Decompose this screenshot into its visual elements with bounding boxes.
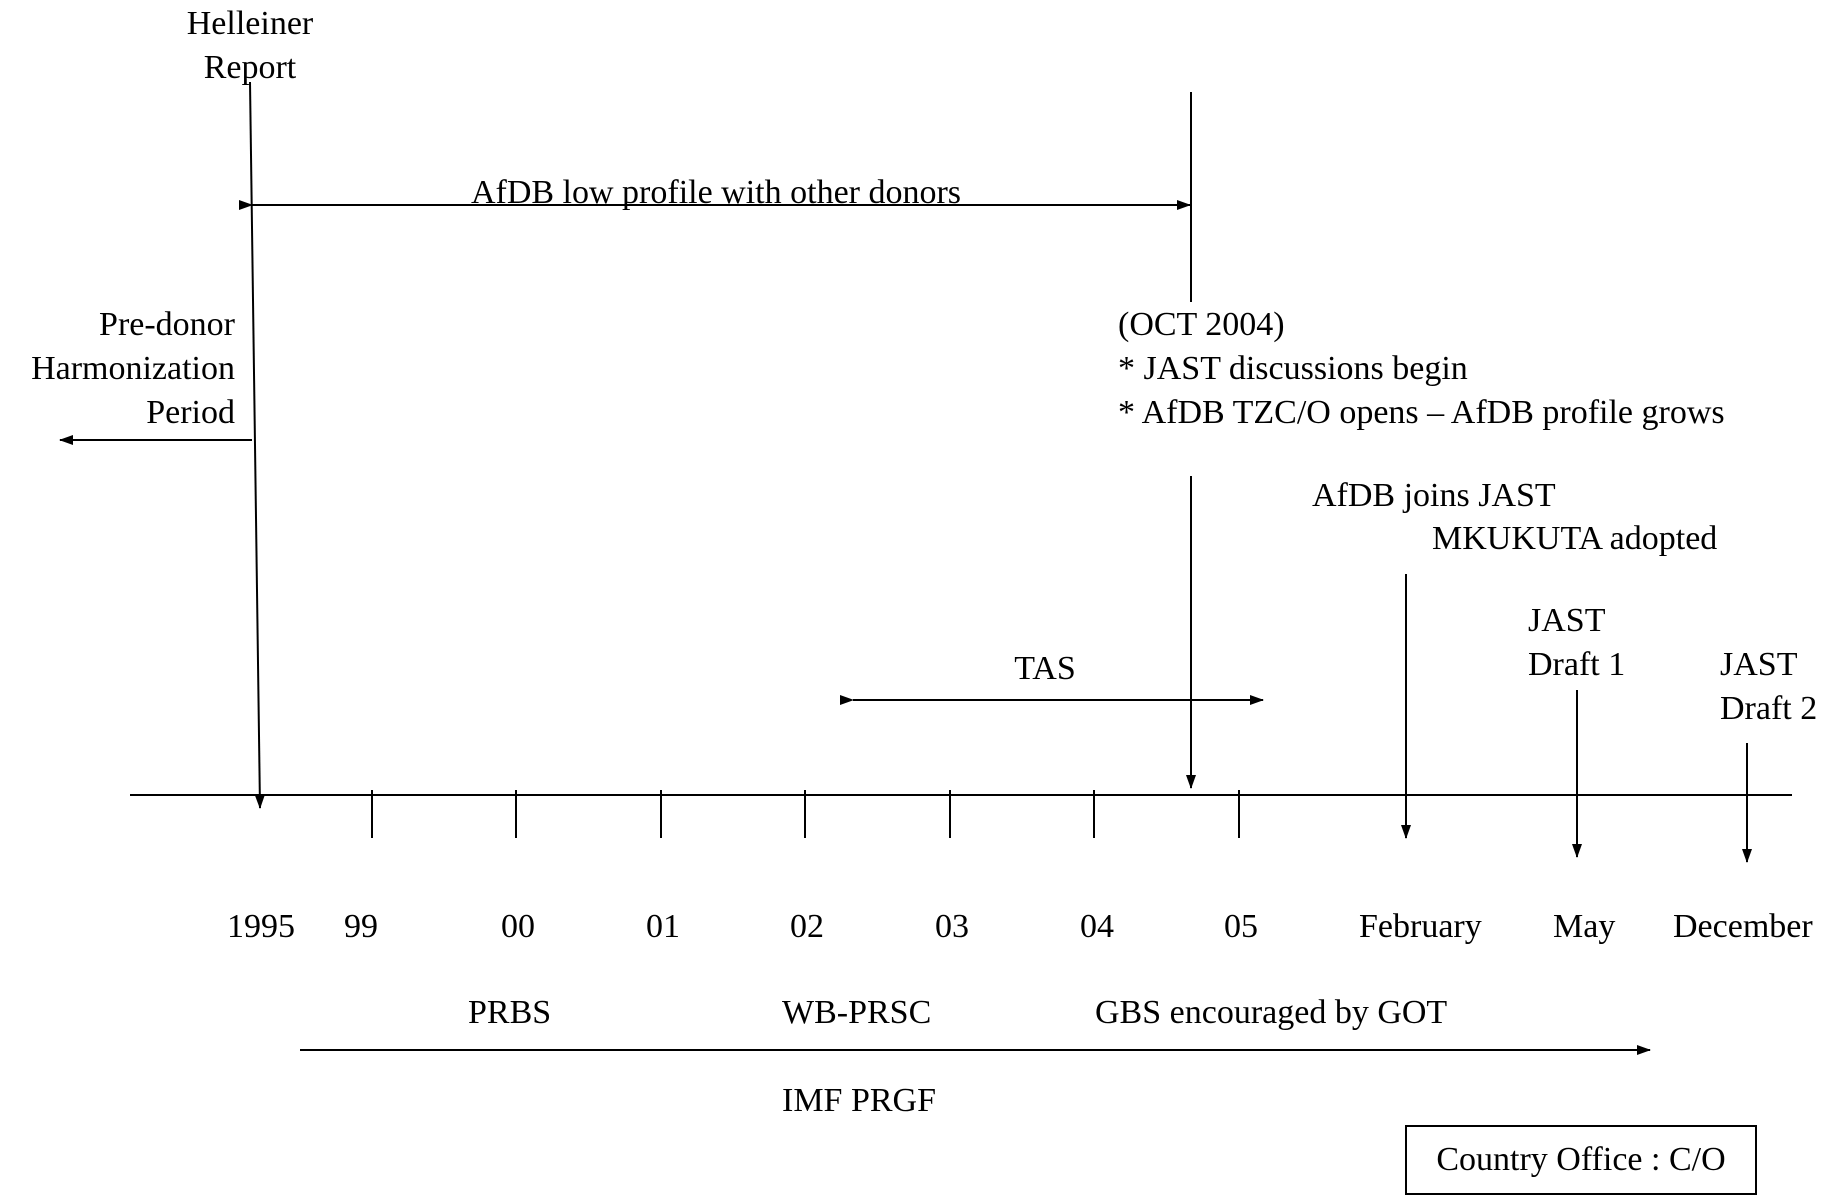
prbs-label: PRBS (468, 994, 552, 1031)
tick-label: 1995 (227, 908, 295, 945)
tas-label: TAS (1014, 650, 1076, 687)
oct-2004-item: * AfDB TZC/O opens – AfDB profile grows (1118, 394, 1725, 431)
tick-label: 03 (935, 908, 969, 945)
tick-label: 99 (344, 908, 378, 945)
imf-label: IMF PRGF (782, 1082, 937, 1119)
helleiner-label: Helleiner Report (186, 5, 314, 86)
legend-box: Country Office : C/O (1405, 1125, 1757, 1195)
tick-label: 05 (1224, 908, 1258, 945)
helleiner-arrow (249, 81, 265, 809)
mkukuta-label: MKUKUTA adopted (1432, 520, 1718, 557)
wb-prsc-label: WB-PRSC (782, 994, 932, 1031)
gbs-label: GBS encouraged by GOT (1095, 994, 1448, 1031)
draft2-label: JAST Draft 2 (1720, 646, 1818, 727)
afdb-joins-label: AfDB joins JAST (1312, 477, 1556, 514)
low-profile-label: AfDB low profile with other donors (470, 174, 962, 211)
tick-label: 01 (646, 908, 680, 945)
oct-2004-title: (OCT 2004) (1118, 306, 1285, 343)
oct-2004-block: (OCT 2004) * JAST discussions begin * Af… (1118, 303, 1725, 435)
tick-label: May (1553, 908, 1616, 945)
oct-2004-item: * JAST discussions begin (1118, 350, 1468, 387)
tick-label: 02 (790, 908, 824, 945)
tick-label: December (1673, 908, 1813, 945)
tick-label: 00 (501, 908, 535, 945)
draft1-label: JAST Draft 1 (1528, 602, 1626, 683)
tick-label: February (1359, 908, 1482, 945)
pre-donor-label: Pre-donor Harmonization Period (31, 306, 235, 431)
tick-label: 04 (1080, 908, 1114, 945)
